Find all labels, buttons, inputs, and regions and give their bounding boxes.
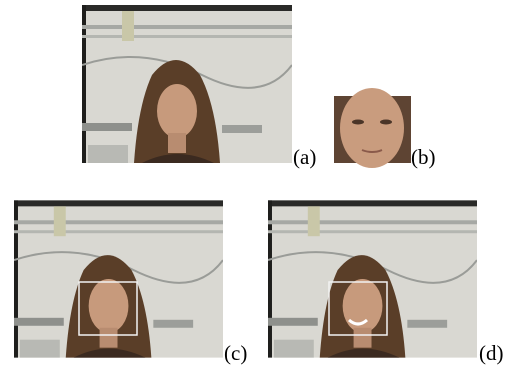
panel-label: (a) (293, 145, 316, 169)
face-crop (334, 88, 411, 168)
photo (82, 5, 292, 163)
panel-label: (d) (479, 341, 504, 365)
panel-label: (c) (224, 341, 247, 365)
figure: (a) (b) (c) (d) (0, 0, 513, 366)
photo (14, 200, 223, 357)
panel-label: (b) (411, 145, 436, 169)
photo (268, 200, 477, 357)
